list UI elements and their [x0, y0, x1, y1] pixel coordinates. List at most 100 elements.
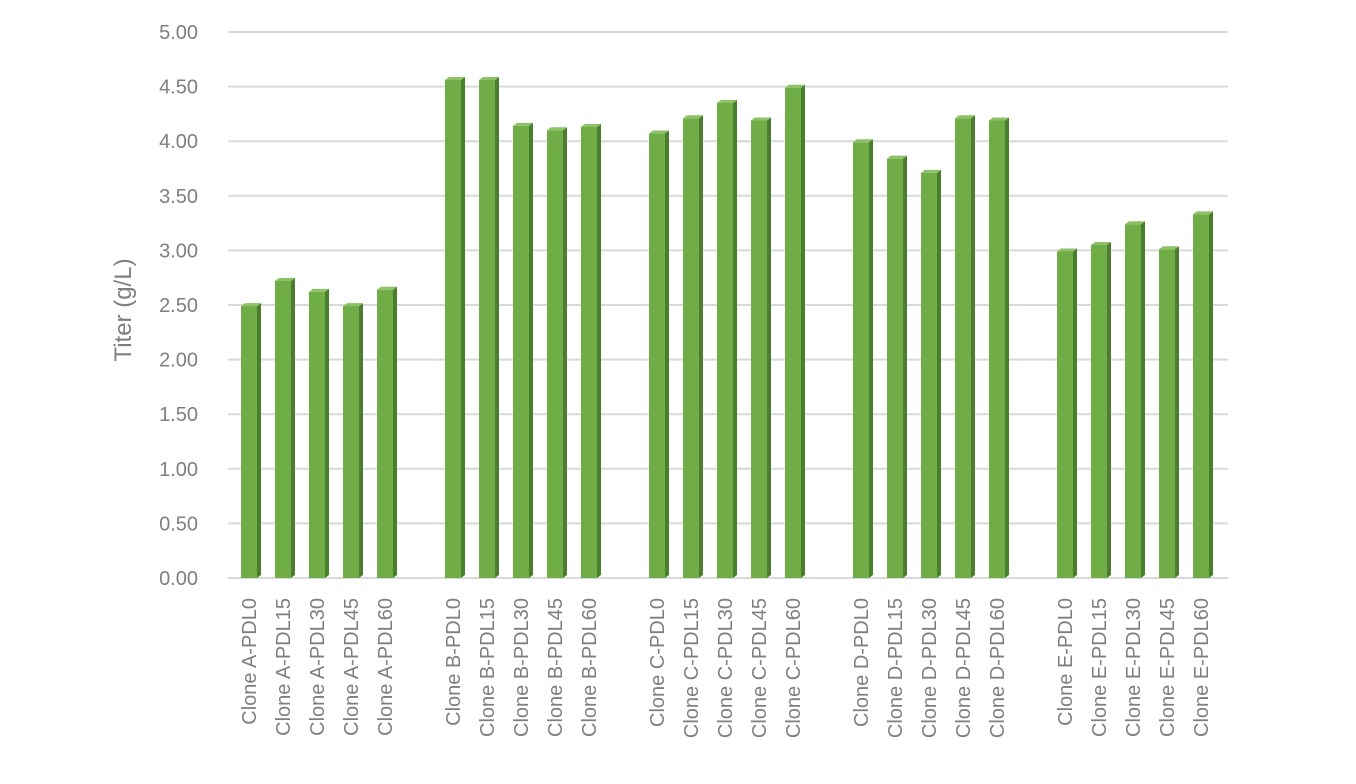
bar-top [717, 99, 737, 103]
bar [683, 115, 703, 578]
bar-side [801, 84, 805, 578]
bar-side [937, 169, 941, 579]
bar-side [563, 127, 567, 578]
bar-top [853, 139, 873, 143]
bar-front [581, 127, 597, 578]
bar-side [1107, 241, 1111, 578]
bar-front [1091, 244, 1107, 578]
bar-side [325, 288, 329, 578]
bar [377, 286, 397, 578]
bar-top [751, 117, 771, 121]
bar-front [989, 120, 1005, 579]
bar-front [751, 120, 767, 579]
bar-top [649, 130, 669, 134]
x-category-label: Clone A-PDL60 [375, 598, 397, 736]
bar-front [1057, 251, 1073, 578]
bar [581, 124, 601, 578]
bar-side [461, 77, 465, 578]
bar [479, 77, 499, 578]
bar-side [733, 99, 737, 578]
bar-side [1073, 248, 1077, 578]
y-tick-label: 3.00 [159, 240, 198, 262]
bar-side [359, 303, 363, 578]
bar [1125, 221, 1145, 578]
bar-front [445, 80, 461, 578]
x-category-label: Clone C-PDL45 [749, 598, 771, 738]
x-category-label: Clone A-PDL45 [341, 598, 363, 736]
bar-side [291, 277, 295, 578]
y-tick-label: 3.50 [159, 186, 198, 208]
bar-side [393, 286, 397, 578]
bar-top [513, 122, 533, 126]
bar-side [767, 117, 771, 579]
y-tick-label: 0.50 [159, 513, 198, 535]
bar-side [699, 115, 703, 578]
bar-side [1175, 246, 1179, 579]
bar-top [581, 124, 601, 128]
bar-front [1159, 249, 1175, 579]
bar-side [1005, 117, 1009, 579]
bar-top [887, 155, 907, 159]
bar-front [1125, 224, 1141, 578]
x-category-label: Clone B-PDL15 [477, 598, 499, 737]
bar-front [649, 133, 665, 578]
x-category-label: Clone D-PDL45 [953, 598, 975, 738]
bar [887, 155, 907, 578]
x-axis-category-labels: Clone A-PDL0 Clone A-PDL15 Clone A-PDL30 Cl… [239, 598, 1213, 738]
bar-top [445, 77, 465, 81]
x-category-label: Clone B-PDL60 [579, 598, 601, 737]
bar-side [1141, 221, 1145, 578]
bar [853, 139, 873, 579]
bar [1159, 246, 1179, 579]
bar-front [1193, 214, 1209, 578]
y-axis-tick-labels: 0.00 0.50 1.00 1.50 2.00 2.50 3.00 3.50 4.00 4.50… [159, 22, 198, 590]
bar-top [683, 115, 703, 119]
x-category-label: Clone E-PDL45 [1157, 598, 1179, 737]
bar-front [887, 158, 903, 578]
bar-top [1091, 241, 1111, 245]
bar-side [495, 77, 499, 578]
bar-front [853, 142, 869, 579]
bar [955, 115, 975, 578]
bar-top [989, 117, 1009, 121]
x-category-label: Clone B-PDL0 [443, 598, 465, 726]
x-category-label: Clone C-PDL15 [681, 598, 703, 738]
bar-top [1159, 246, 1179, 250]
bar-side [257, 303, 261, 578]
x-category-label: Clone A-PDL15 [273, 598, 295, 736]
bar-front [377, 289, 393, 578]
y-tick-label: 4.50 [159, 77, 198, 99]
bar [309, 288, 329, 578]
bar-top [921, 169, 941, 173]
x-category-label: Clone D-PDL0 [851, 598, 873, 727]
x-category-label: Clone E-PDL30 [1123, 598, 1145, 737]
x-category-label: Clone A-PDL30 [307, 598, 329, 736]
bar-front [479, 80, 495, 578]
bar-top [1125, 221, 1145, 225]
y-tick-label: 0.00 [159, 568, 198, 590]
bar [547, 127, 567, 578]
bar [275, 277, 295, 578]
bar-front [717, 102, 733, 578]
bar-front [683, 118, 699, 578]
bar [921, 169, 941, 579]
bar-front [275, 280, 291, 578]
x-category-label: Clone D-PDL30 [919, 598, 941, 738]
bar-top [343, 303, 363, 307]
bar-front [343, 306, 359, 578]
x-category-label: Clone B-PDL45 [545, 598, 567, 737]
bar-top [955, 115, 975, 119]
bar-top [547, 127, 567, 131]
y-tick-label: 1.50 [159, 404, 198, 426]
x-category-label: Clone C-PDL0 [647, 598, 669, 727]
bar [343, 303, 363, 578]
bar-side [597, 124, 601, 578]
x-category-label: Clone C-PDL30 [715, 598, 737, 738]
bar [1057, 248, 1077, 578]
bar-front [785, 87, 801, 578]
bar-front [241, 306, 257, 578]
y-tick-label: 1.00 [159, 459, 198, 481]
bar-top [309, 288, 329, 292]
bar [989, 117, 1009, 579]
